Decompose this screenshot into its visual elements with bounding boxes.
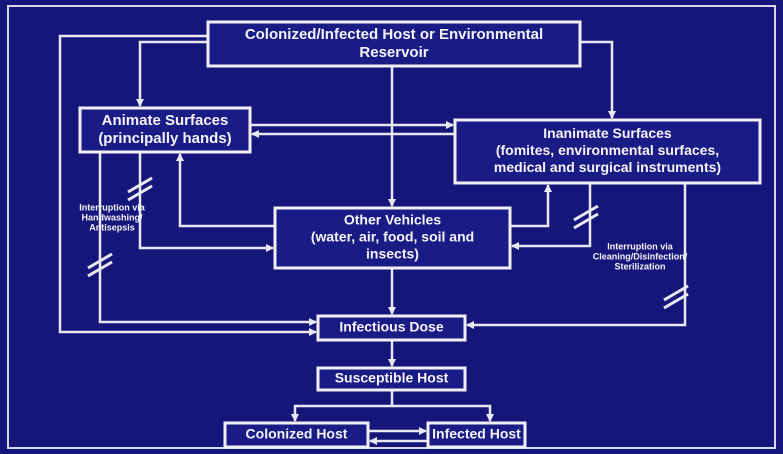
break-mark	[663, 284, 689, 310]
connectors	[58, 34, 687, 445]
node-box	[273, 206, 512, 270]
arrow	[291, 390, 394, 422]
node-label: (water, air, food, soil and	[311, 229, 474, 245]
node-label: (principally hands)	[98, 130, 231, 147]
node-label: Susceptible Host	[335, 370, 449, 386]
annotation: Sterilization	[614, 261, 665, 271]
arrow	[58, 34, 317, 336]
node-box	[223, 421, 370, 449]
annotation: Handwashing/	[81, 212, 143, 222]
arrow	[511, 183, 592, 250]
arrow	[510, 184, 552, 228]
node-label: Animate Surfaces	[102, 112, 229, 129]
node-label: insects)	[366, 246, 419, 262]
arrow	[98, 152, 317, 326]
node-box	[316, 366, 467, 392]
annotation: Cleaning/Disinfection/	[593, 251, 688, 261]
node-label: Other Vehicles	[344, 212, 441, 228]
node-box	[426, 421, 527, 449]
node-box	[78, 106, 252, 154]
break-mark	[573, 204, 599, 230]
arrow	[392, 404, 494, 422]
annotation: Antisepsis	[89, 222, 135, 232]
node-label: Colonized Host	[246, 426, 348, 442]
arrow	[176, 153, 275, 228]
interruption-marks	[87, 176, 689, 310]
node-box	[453, 118, 762, 185]
arrow	[466, 183, 687, 329]
break-mark	[127, 176, 153, 202]
node-label: Infectious Dose	[339, 319, 443, 335]
node-box	[206, 20, 582, 68]
arrow	[580, 40, 616, 119]
annotation: Interruption via	[607, 241, 673, 251]
node-label: Colonized/Infected Host or Environmental	[245, 26, 543, 43]
annotation: Interruption via	[79, 202, 145, 212]
node-label: Reservoir	[359, 44, 428, 61]
node-label: medical and surgical instruments)	[494, 159, 721, 175]
arrow	[136, 40, 208, 107]
node-label: Infected Host	[432, 426, 521, 442]
node-label: (fomites, environmental surfaces,	[496, 142, 719, 158]
frame	[7, 5, 776, 449]
break-mark	[87, 252, 113, 278]
node-label: Inanimate Surfaces	[543, 125, 672, 141]
node-box	[316, 314, 467, 342]
